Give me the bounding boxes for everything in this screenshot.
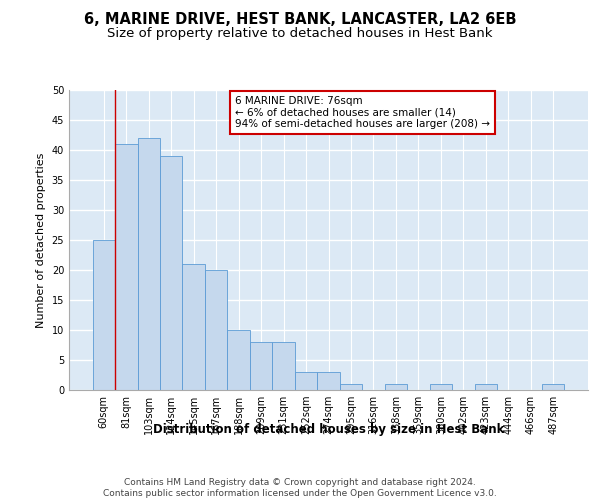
Bar <box>115 144 137 390</box>
Bar <box>295 372 317 390</box>
Bar <box>92 240 115 390</box>
Bar <box>227 330 250 390</box>
Bar <box>430 384 452 390</box>
Text: Distribution of detached houses by size in Hest Bank: Distribution of detached houses by size … <box>153 422 505 436</box>
Text: 6, MARINE DRIVE, HEST BANK, LANCASTER, LA2 6EB: 6, MARINE DRIVE, HEST BANK, LANCASTER, L… <box>84 12 516 28</box>
Bar <box>317 372 340 390</box>
Text: Size of property relative to detached houses in Hest Bank: Size of property relative to detached ho… <box>107 28 493 40</box>
Bar <box>137 138 160 390</box>
Text: 6 MARINE DRIVE: 76sqm
← 6% of detached houses are smaller (14)
94% of semi-detac: 6 MARINE DRIVE: 76sqm ← 6% of detached h… <box>235 96 490 129</box>
Bar <box>160 156 182 390</box>
Bar <box>340 384 362 390</box>
Y-axis label: Number of detached properties: Number of detached properties <box>36 152 46 328</box>
Bar <box>385 384 407 390</box>
Bar <box>182 264 205 390</box>
Bar <box>205 270 227 390</box>
Text: Contains HM Land Registry data © Crown copyright and database right 2024.
Contai: Contains HM Land Registry data © Crown c… <box>103 478 497 498</box>
Bar <box>272 342 295 390</box>
Bar <box>475 384 497 390</box>
Bar <box>542 384 565 390</box>
Bar <box>250 342 272 390</box>
